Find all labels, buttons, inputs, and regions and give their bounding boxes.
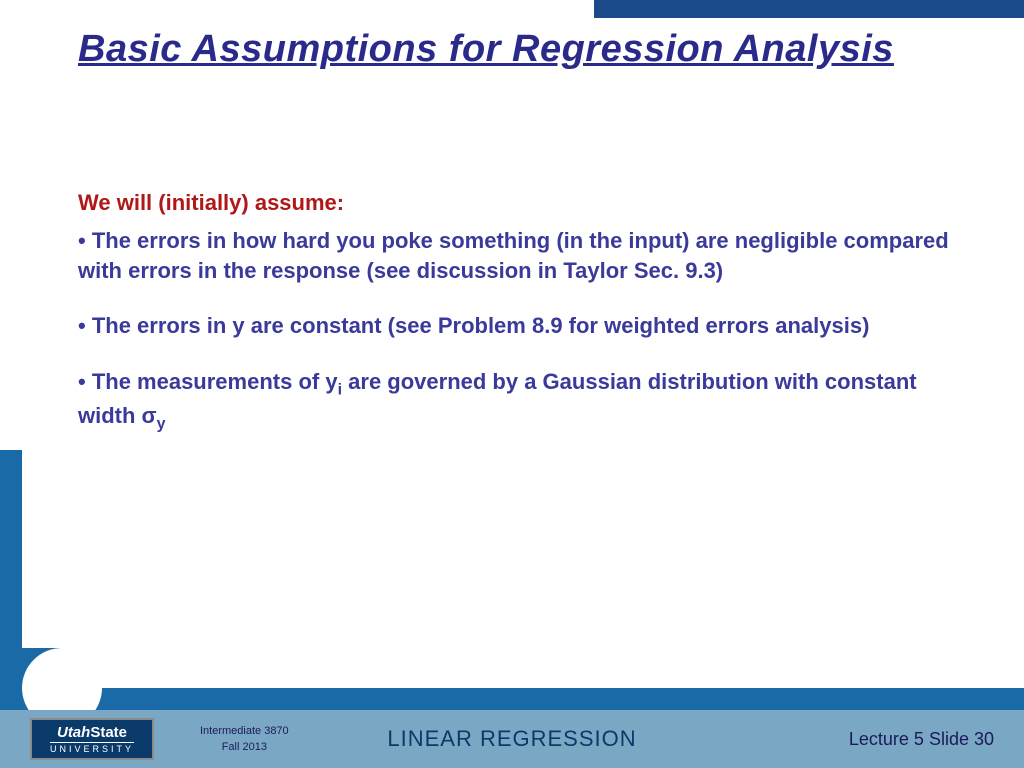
footer-slide-number: Lecture 5 Slide 30 [849, 729, 994, 750]
bullet-item: • The errors in y are constant (see Prob… [78, 311, 964, 341]
slide-title: Basic Assumptions for Regression Analysi… [78, 28, 1004, 71]
bullet-item: • The errors in how hard you poke someth… [78, 226, 964, 285]
bullet-list: • The errors in how hard you poke someth… [78, 226, 964, 435]
lead-text: We will (initially) assume: [78, 190, 964, 216]
bullet-text: • The measurements of y [78, 369, 338, 394]
decorative-frame [0, 450, 1024, 710]
top-accent-bar [594, 0, 1024, 18]
content-area: We will (initially) assume: • The errors… [78, 190, 964, 461]
bullet-item: • The measurements of yi are governed by… [78, 367, 964, 435]
subscript: y [157, 415, 166, 432]
footer-bar: UtahState UNIVERSITY Intermediate 3870 F… [0, 710, 1024, 768]
